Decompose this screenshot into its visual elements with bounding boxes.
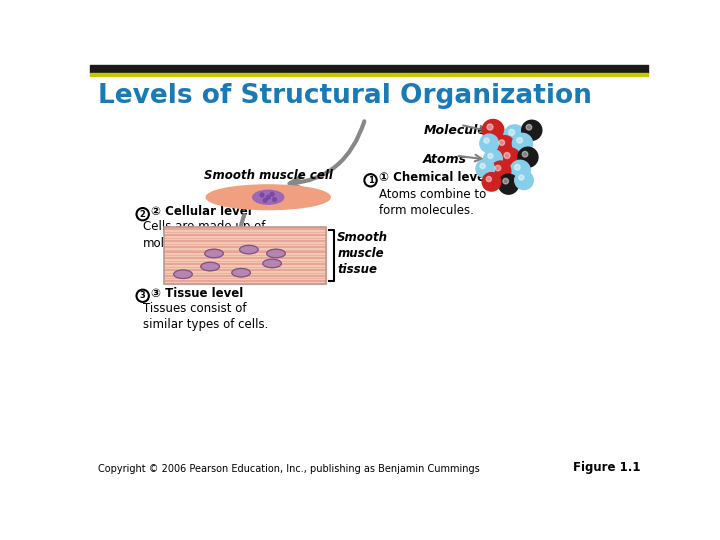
Ellipse shape <box>266 249 285 258</box>
Circle shape <box>515 171 534 190</box>
Circle shape <box>137 289 149 302</box>
Circle shape <box>484 150 503 168</box>
Circle shape <box>499 140 505 145</box>
Text: Levels of Structural Organization: Levels of Structural Organization <box>98 83 592 109</box>
Text: Copyright © 2006 Pearson Education, Inc., publishing as Benjamin Cummings: Copyright © 2006 Pearson Education, Inc.… <box>98 464 480 475</box>
Text: ① Chemical level: ① Chemical level <box>379 171 489 184</box>
Text: Atoms combine to
form molecules.: Atoms combine to form molecules. <box>379 188 486 218</box>
Text: 3: 3 <box>140 291 145 300</box>
Ellipse shape <box>206 185 330 210</box>
Circle shape <box>522 120 542 140</box>
Circle shape <box>517 138 523 143</box>
Circle shape <box>518 147 538 167</box>
Circle shape <box>490 161 510 181</box>
Circle shape <box>499 148 521 170</box>
Circle shape <box>484 138 489 143</box>
Circle shape <box>495 165 500 171</box>
Circle shape <box>495 136 515 156</box>
Ellipse shape <box>204 249 223 258</box>
Circle shape <box>487 153 493 159</box>
Ellipse shape <box>201 262 220 271</box>
Text: 2: 2 <box>140 210 145 219</box>
Circle shape <box>270 192 274 196</box>
Circle shape <box>137 208 149 220</box>
Text: Figure 1.1: Figure 1.1 <box>572 462 640 475</box>
Bar <box>163 226 326 284</box>
Circle shape <box>503 178 508 184</box>
Ellipse shape <box>253 190 284 204</box>
Circle shape <box>519 175 524 180</box>
Circle shape <box>482 173 500 191</box>
Text: Tissues consist of
similar types of cells.: Tissues consist of similar types of cell… <box>143 302 268 332</box>
Circle shape <box>513 133 533 153</box>
Circle shape <box>480 164 485 168</box>
Text: Smooth muscle cell: Smooth muscle cell <box>204 169 333 182</box>
Circle shape <box>272 198 276 201</box>
Circle shape <box>504 152 510 159</box>
Circle shape <box>504 125 526 146</box>
Circle shape <box>260 193 264 197</box>
Text: Cells are made up of
molecules.: Cells are made up of molecules. <box>143 220 265 250</box>
Circle shape <box>480 134 498 153</box>
Bar <box>90 72 648 76</box>
Ellipse shape <box>240 245 258 254</box>
Bar <box>163 226 326 284</box>
Text: Atoms: Atoms <box>423 153 467 166</box>
Circle shape <box>364 174 377 186</box>
Circle shape <box>498 174 518 194</box>
Circle shape <box>476 159 495 178</box>
Circle shape <box>522 151 528 157</box>
Bar <box>90 65 648 72</box>
Text: Smooth
muscle
tissue: Smooth muscle tissue <box>337 231 388 276</box>
Text: ③ Tissue level: ③ Tissue level <box>151 287 243 300</box>
Circle shape <box>482 119 504 141</box>
Circle shape <box>510 160 530 180</box>
Circle shape <box>515 165 520 170</box>
Text: Molecules: Molecules <box>423 124 494 137</box>
Circle shape <box>508 130 515 136</box>
Circle shape <box>266 195 270 199</box>
Circle shape <box>486 177 492 181</box>
Ellipse shape <box>232 268 251 277</box>
Text: 1: 1 <box>368 176 374 185</box>
Ellipse shape <box>174 270 192 279</box>
Text: ② Cellular level: ② Cellular level <box>151 205 252 218</box>
Circle shape <box>487 124 493 130</box>
Ellipse shape <box>263 259 282 268</box>
Circle shape <box>264 198 267 202</box>
Circle shape <box>526 124 532 130</box>
